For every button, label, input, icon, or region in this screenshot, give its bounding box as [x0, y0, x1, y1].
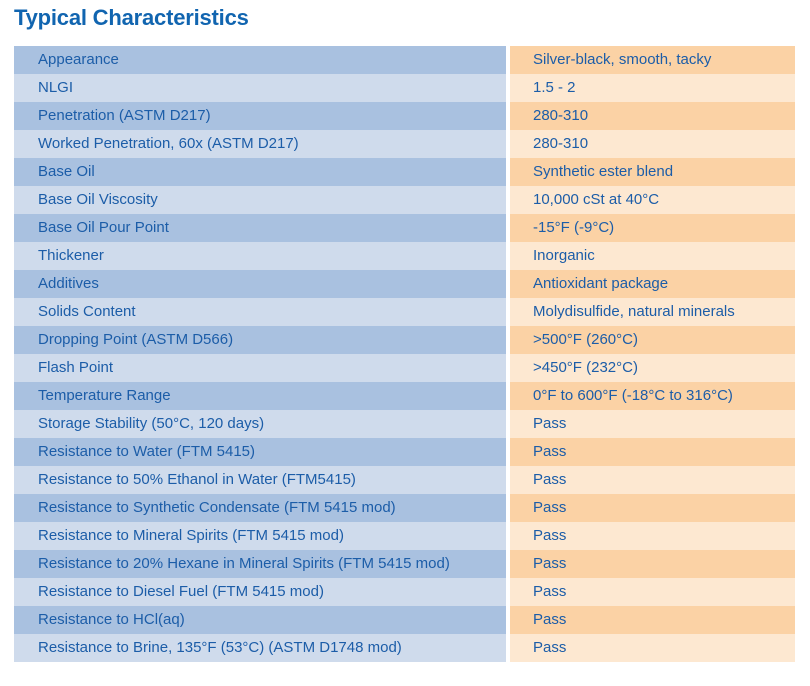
value-cell: Pass: [510, 578, 795, 606]
table-row: Resistance to HCl(aq) Pass: [14, 606, 795, 634]
value-cell: 0°F to 600°F (-18°C to 316°C): [510, 382, 795, 410]
property-cell: Penetration (ASTM D217): [14, 102, 506, 130]
property-cell: Solids Content: [14, 298, 506, 326]
value-cell: >450°F (232°C): [510, 354, 795, 382]
value-cell: Pass: [510, 522, 795, 550]
property-cell: Dropping Point (ASTM D566): [14, 326, 506, 354]
property-cell: Appearance: [14, 46, 506, 74]
table-row: Appearance Silver-black, smooth, tacky: [14, 46, 795, 74]
value-cell: >500°F (260°C): [510, 326, 795, 354]
table-row: Additives Antioxidant package: [14, 270, 795, 298]
table-row: Solids Content Molydisulfide, natural min…: [14, 298, 795, 326]
table-row: Temperature Range 0°F to 600°F (-18°C to …: [14, 382, 795, 410]
property-cell: Base Oil Pour Point: [14, 214, 506, 242]
table-row: Resistance to Mineral Spirits (FTM 5415 …: [14, 522, 795, 550]
characteristics-table: Appearance Silver-black, smooth, tacky NLG…: [14, 46, 795, 662]
property-cell: Thickener: [14, 242, 506, 270]
value-cell: 280-310: [510, 102, 795, 130]
property-cell: Worked Penetration, 60x (ASTM D217): [14, 130, 506, 158]
table-row: Storage Stability (50°C, 120 days) Pass: [14, 410, 795, 438]
property-cell: Resistance to Diesel Fuel (FTM 5415 mod): [14, 578, 506, 606]
page-title: Typical Characteristics: [14, 5, 249, 30]
value-cell: Inorganic: [510, 242, 795, 270]
value-cell: Pass: [510, 634, 795, 662]
property-cell: Resistance to HCl(aq): [14, 606, 506, 634]
property-cell: Base Oil Viscosity: [14, 186, 506, 214]
table-row: Base Oil Viscosity 10,000 cSt at 40°C: [14, 186, 795, 214]
property-cell: Temperature Range: [14, 382, 506, 410]
table-row: Resistance to Brine, 135°F (53°C) (ASTM …: [14, 634, 795, 662]
property-cell: NLGI: [14, 74, 506, 102]
value-cell: 10,000 cSt at 40°C: [510, 186, 795, 214]
property-cell: Resistance to Brine, 135°F (53°C) (ASTM …: [14, 634, 506, 662]
value-cell: Molydisulfide, natural minerals: [510, 298, 795, 326]
table-row: Base Oil Synthetic ester blend: [14, 158, 795, 186]
property-cell: Additives: [14, 270, 506, 298]
value-cell: Synthetic ester blend: [510, 158, 795, 186]
table-row: Base Oil Pour Point -15°F (-9°C): [14, 214, 795, 242]
value-cell: Pass: [510, 494, 795, 522]
value-cell: 1.5 - 2: [510, 74, 795, 102]
property-cell: Resistance to 50% Ethanol in Water (FTM5…: [14, 466, 506, 494]
property-cell: Flash Point: [14, 354, 506, 382]
value-cell: Pass: [510, 606, 795, 634]
table-row: Resistance to Water (FTM 5415) Pass: [14, 438, 795, 466]
property-cell: Resistance to Synthetic Condensate (FTM …: [14, 494, 506, 522]
table-row: Worked Penetration, 60x (ASTM D217) 280-3…: [14, 130, 795, 158]
table-row: Resistance to 20% Hexane in Mineral Spir…: [14, 550, 795, 578]
value-cell: Pass: [510, 438, 795, 466]
table-row: Flash Point >450°F (232°C): [14, 354, 795, 382]
value-cell: Pass: [510, 550, 795, 578]
table-row: Resistance to Synthetic Condensate (FTM …: [14, 494, 795, 522]
value-cell: Silver-black, smooth, tacky: [510, 46, 795, 74]
table-row: Thickener Inorganic: [14, 242, 795, 270]
value-cell: -15°F (-9°C): [510, 214, 795, 242]
property-cell: Storage Stability (50°C, 120 days): [14, 410, 506, 438]
value-cell: 280-310: [510, 130, 795, 158]
table-row: Dropping Point (ASTM D566) >500°F (260°C): [14, 326, 795, 354]
value-cell: Pass: [510, 466, 795, 494]
property-cell: Base Oil: [14, 158, 506, 186]
table-row: Resistance to Diesel Fuel (FTM 5415 mod)…: [14, 578, 795, 606]
value-cell: Antioxidant package: [510, 270, 795, 298]
table-row: NLGI 1.5 - 2: [14, 74, 795, 102]
table-row: Penetration (ASTM D217) 280-310: [14, 102, 795, 130]
table-row: Resistance to 50% Ethanol in Water (FTM5…: [14, 466, 795, 494]
property-cell: Resistance to 20% Hexane in Mineral Spir…: [14, 550, 506, 578]
property-cell: Resistance to Water (FTM 5415): [14, 438, 506, 466]
property-cell: Resistance to Mineral Spirits (FTM 5415 …: [14, 522, 506, 550]
value-cell: Pass: [510, 410, 795, 438]
